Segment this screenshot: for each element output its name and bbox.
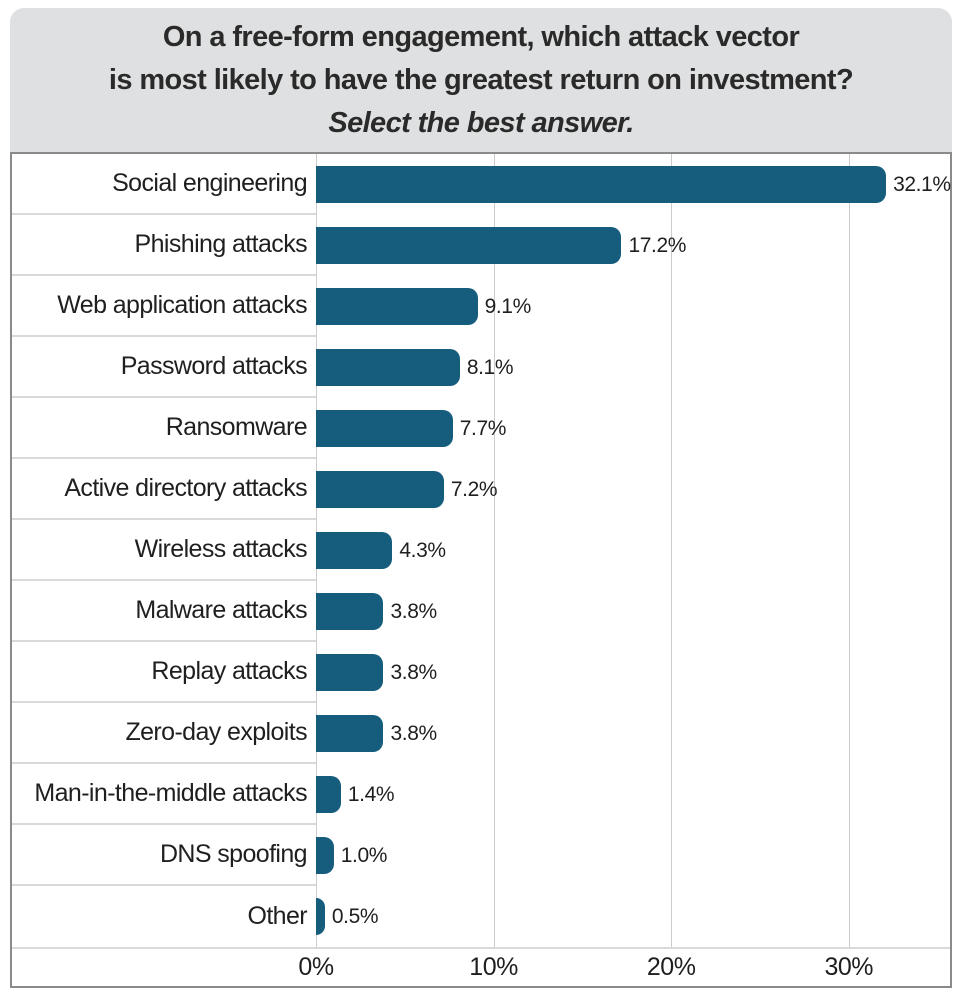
bar <box>316 776 341 813</box>
x-axis: 0% 10% 20% 30% <box>12 947 950 986</box>
bar-plot-cell: 17.2% <box>316 215 950 276</box>
bar-row: Active directory attacks 7.2% <box>12 459 950 520</box>
x-axis-tick-label: 20% <box>646 953 696 981</box>
bar-plot-cell: 9.1% <box>316 276 950 337</box>
category-label: Ransomware <box>165 413 308 441</box>
bar-row: Man-in-the-middle attacks 1.4% <box>12 764 950 825</box>
category-label-cell: Phishing attacks <box>12 215 316 276</box>
value-label: 1.4% <box>347 782 395 806</box>
chart-title-line-3: Select the best answer. <box>328 106 634 139</box>
category-label-cell: Zero-day exploits <box>12 703 316 764</box>
category-label: Man-in-the-middle attacks <box>34 779 307 807</box>
value-label: 4.3% <box>399 538 446 562</box>
x-axis-tick-label: 10% <box>469 953 518 981</box>
bar-row: Social engineering 32.1% <box>12 154 951 215</box>
category-label: Malware attacks <box>135 596 307 624</box>
category-label: Other <box>247 902 307 930</box>
bar-row: Ransomware 7.7% <box>12 398 950 459</box>
bar-row: DNS spoofing 1.0% <box>12 825 950 886</box>
bar <box>316 715 384 752</box>
bar-rows: Social engineering 32.1% Phishing attack… <box>12 154 951 947</box>
category-label: Web application attacks <box>57 291 307 319</box>
bar <box>316 593 384 630</box>
bar <box>316 288 478 325</box>
bar <box>316 166 887 203</box>
bar-plot-cell: 7.7% <box>316 398 950 459</box>
value-label: 3.8% <box>390 721 437 745</box>
value-label: 32.1% <box>893 172 951 196</box>
bar <box>316 898 325 935</box>
category-label: Phishing attacks <box>134 230 308 258</box>
x-axis-tick-area: 0% 10% 20% 30% <box>298 949 950 986</box>
bar-plot-cell: 8.1% <box>316 337 950 398</box>
bar-chart: Social engineering 32.1% Phishing attack… <box>10 152 952 988</box>
category-label-cell: Active directory attacks <box>12 459 316 520</box>
bar-plot-cell: 1.4% <box>316 764 950 825</box>
bar-row: Replay attacks 3.8% <box>12 642 950 703</box>
category-label-cell: Replay attacks <box>12 642 316 703</box>
value-label: 0.5% <box>331 904 379 928</box>
bar-plot-cell: 1.0% <box>316 825 950 886</box>
bar-plot-cell: 3.8% <box>316 703 950 764</box>
category-label-cell: Social engineering <box>12 154 316 215</box>
bar-row: Web application attacks 9.1% <box>12 276 950 337</box>
bar-row: Phishing attacks 17.2% <box>12 215 950 276</box>
x-axis-spacer <box>12 949 316 986</box>
chart-title-box: On a free-form engagement, which attack … <box>10 8 952 152</box>
bar <box>316 227 622 264</box>
category-label: Replay attacks <box>151 657 307 685</box>
category-label-cell: Ransomware <box>12 398 316 459</box>
bar-row: Zero-day exploits 3.8% <box>12 703 950 764</box>
bar-plot-cell: 0.5% <box>316 886 950 947</box>
x-axis-tick-label: 30% <box>824 953 874 981</box>
category-label: Password attacks <box>120 352 308 380</box>
category-label-cell: Man-in-the-middle attacks <box>12 764 316 825</box>
bar-plot-cell: 3.8% <box>316 642 950 703</box>
value-label: 3.8% <box>390 599 437 623</box>
category-label-cell: Password attacks <box>12 337 316 398</box>
value-label: 3.8% <box>390 660 437 684</box>
category-label: Wireless attacks <box>134 535 308 563</box>
value-label: 1.0% <box>340 843 388 867</box>
bar-row: Other 0.5% <box>12 886 950 947</box>
value-label: 8.1% <box>466 355 514 379</box>
category-label: DNS spoofing <box>159 840 308 868</box>
bar <box>316 837 334 874</box>
bar-plot-cell: 32.1% <box>316 154 951 215</box>
value-label: 7.7% <box>459 416 507 440</box>
survey-chart-card: On a free-form engagement, which attack … <box>10 8 952 988</box>
category-label: Social engineering <box>112 169 308 197</box>
bar <box>316 654 384 691</box>
value-label: 17.2% <box>628 233 686 257</box>
category-label-cell: Wireless attacks <box>12 520 316 581</box>
chart-title-line-1: On a free-form engagement, which attack … <box>162 20 800 53</box>
bar <box>316 410 453 447</box>
bar-plot-cell: 3.8% <box>316 581 950 642</box>
bar <box>316 349 460 386</box>
category-label-cell: DNS spoofing <box>12 825 316 886</box>
category-label: Active directory attacks <box>64 474 307 502</box>
bar-row: Password attacks 8.1% <box>12 337 950 398</box>
bar-plot-cell: 7.2% <box>316 459 950 520</box>
bar <box>316 532 393 569</box>
bar <box>316 471 444 508</box>
chart-title-line-2: is most likely to have the greatest retu… <box>108 63 854 96</box>
category-label: Zero-day exploits <box>125 718 307 746</box>
value-label: 9.1% <box>484 294 532 318</box>
bar-row: Wireless attacks 4.3% <box>12 520 950 581</box>
x-axis-tick-label: 0% <box>298 953 334 981</box>
category-label-cell: Web application attacks <box>12 276 316 337</box>
category-label-cell: Other <box>12 886 316 947</box>
category-label-cell: Malware attacks <box>12 581 316 642</box>
bar-plot-cell: 4.3% <box>316 520 950 581</box>
bar-row: Malware attacks 3.8% <box>12 581 950 642</box>
chart-plot-area: Social engineering 32.1% Phishing attack… <box>12 154 951 947</box>
value-label: 7.2% <box>450 477 498 501</box>
